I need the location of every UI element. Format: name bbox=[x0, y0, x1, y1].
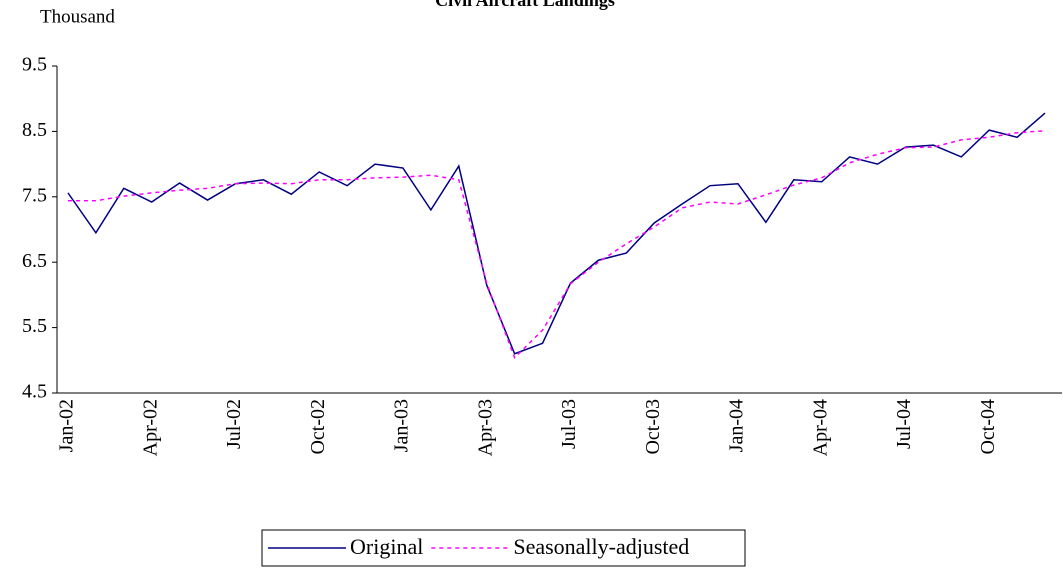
x-tick-label: Apr-04 bbox=[809, 399, 831, 456]
x-tick-label: Apr-03 bbox=[474, 399, 496, 456]
legend-label: Seasonally-adjusted bbox=[513, 534, 689, 559]
y-tick-label: 9.5 bbox=[22, 54, 47, 76]
legend-label: Original bbox=[350, 534, 423, 559]
x-tick-label: Apr-02 bbox=[139, 399, 161, 456]
y-tick-label: 4.5 bbox=[22, 381, 47, 403]
x-tick-label: Jan-02 bbox=[56, 399, 78, 452]
x-tick-label: Jan-03 bbox=[391, 399, 413, 452]
series-line bbox=[67, 129, 1046, 360]
x-tick-label: Oct-02 bbox=[307, 399, 329, 455]
x-tick-label: Oct-04 bbox=[977, 399, 999, 455]
chart-title: Civil Aircraft Landings bbox=[435, 0, 615, 10]
x-tick-label: Jul-04 bbox=[893, 399, 915, 449]
y-tick-label: 8.5 bbox=[22, 119, 47, 141]
y-tick-label: 7.5 bbox=[22, 184, 47, 206]
y-axis-label: Thousand bbox=[40, 6, 115, 27]
x-tick-label: Oct-03 bbox=[642, 399, 664, 455]
y-tick-label: 5.5 bbox=[22, 315, 47, 337]
x-tick-label: Jan-04 bbox=[726, 399, 748, 452]
y-tick-label: 6.5 bbox=[22, 250, 47, 272]
x-tick-label: Jul-03 bbox=[558, 399, 580, 449]
series-line bbox=[67, 112, 1046, 355]
x-tick-label: Jul-02 bbox=[223, 399, 245, 449]
